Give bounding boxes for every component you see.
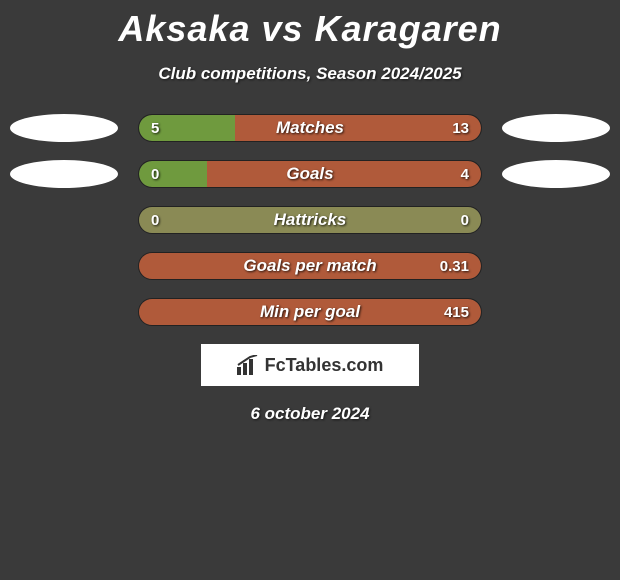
comparison-row: Min per goal415 <box>0 298 620 326</box>
team-a-marker <box>10 252 118 280</box>
team-a-marker <box>10 160 118 188</box>
footer-logo-text: FcTables.com <box>265 355 384 376</box>
stat-value-right: 13 <box>452 115 469 141</box>
footer-logo: FcTables.com <box>201 344 419 386</box>
page-title: Aksaka vs Karagaren <box>0 0 620 50</box>
stat-bar: Hattricks0 0 <box>138 206 482 234</box>
stat-value-right: 0.31 <box>440 253 469 279</box>
team-a-marker <box>10 298 118 326</box>
stat-value-right: 0 <box>461 207 469 233</box>
comparison-row: Goals per match0.31 <box>0 252 620 280</box>
team-b-marker <box>502 114 610 142</box>
stat-label: Hattricks <box>139 207 481 233</box>
stat-label: Min per goal <box>139 299 481 325</box>
stat-label: Goals <box>139 161 481 187</box>
stat-label: Goals per match <box>139 253 481 279</box>
stat-bar: Min per goal415 <box>138 298 482 326</box>
stat-bar: Goals0 4 <box>138 160 482 188</box>
team-a-marker <box>10 206 118 234</box>
comparison-row: Matches5 13 <box>0 114 620 142</box>
chart-icon <box>237 355 259 375</box>
team-b-marker <box>502 252 610 280</box>
stat-bar: Matches5 13 <box>138 114 482 142</box>
comparison-rows: Matches513Goals04Hattricks00Goals per ma… <box>0 114 620 326</box>
stat-label: Matches <box>139 115 481 141</box>
comparison-row: Hattricks0 0 <box>0 206 620 234</box>
team-b-marker <box>502 160 610 188</box>
stat-value-left: 0 <box>151 161 159 187</box>
stat-bar: Goals per match0.31 <box>138 252 482 280</box>
team-b-marker <box>502 298 610 326</box>
comparison-row: Goals0 4 <box>0 160 620 188</box>
team-b-marker <box>502 206 610 234</box>
stat-value-right: 4 <box>461 161 469 187</box>
stat-value-left: 5 <box>151 115 159 141</box>
subtitle: Club competitions, Season 2024/2025 <box>0 64 620 84</box>
stat-value-right: 415 <box>444 299 469 325</box>
footer-date: 6 october 2024 <box>0 404 620 424</box>
team-a-marker <box>10 114 118 142</box>
stat-value-left: 0 <box>151 207 159 233</box>
